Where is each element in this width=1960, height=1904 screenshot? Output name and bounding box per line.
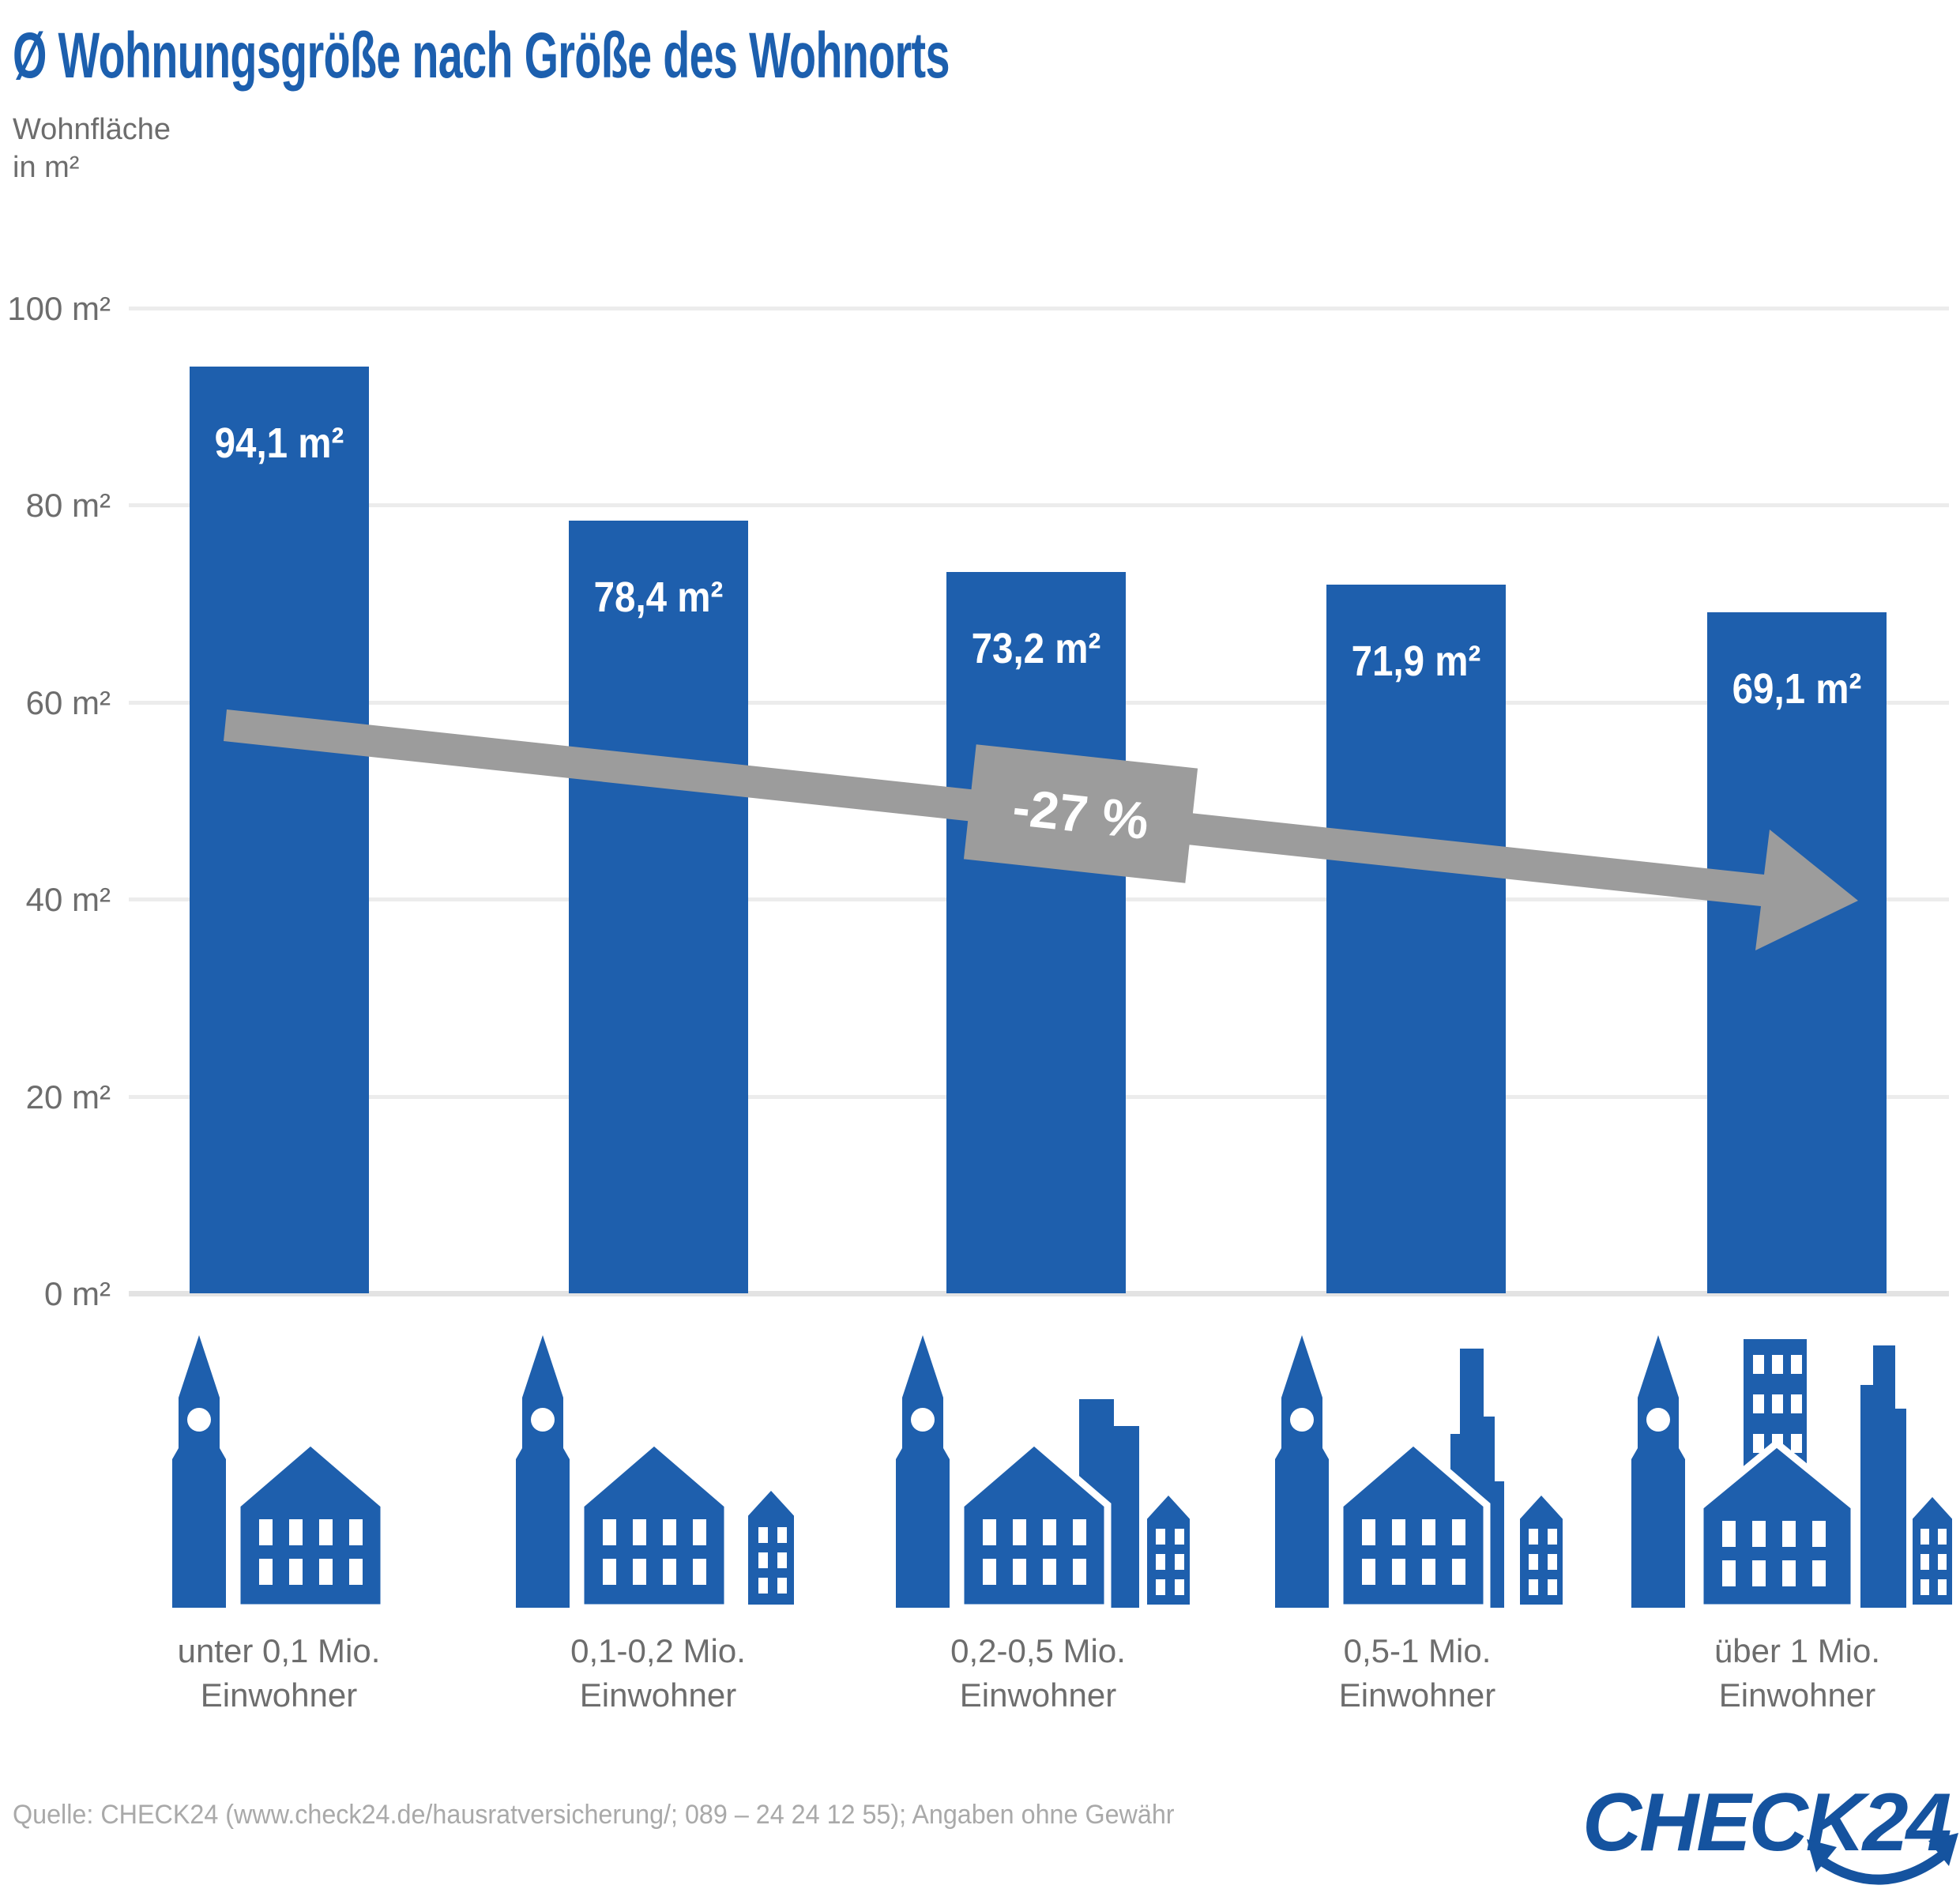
category-label-line2: Einwohner xyxy=(1338,1676,1496,1714)
category-label-line2: Einwohner xyxy=(1718,1676,1876,1714)
clock-tower-icon xyxy=(1631,1335,1685,1608)
y-tick-60: 60 m² xyxy=(25,684,111,721)
bar-ueber-1-mio: 69,1 m² xyxy=(1707,612,1887,1293)
bar-value-label: 73,2 m² xyxy=(971,625,1101,672)
y-axis-unit-label: Wohnfläche in m² xyxy=(13,111,171,186)
source-text: Quelle: CHECK24 (www.check24.de/hausratv… xyxy=(13,1800,1175,1830)
category-label-3: 0,2-0,5 Mio. Einwohner xyxy=(848,1629,1228,1718)
tower-clock-icon xyxy=(1646,1408,1670,1432)
y-tick-80: 80 m² xyxy=(25,487,111,524)
bar-0-2-0-5-mio: 73,2 m² xyxy=(946,572,1126,1293)
gridline-100 xyxy=(129,307,1949,310)
bar-value-label: 94,1 m² xyxy=(214,420,344,467)
category-label-line2: Einwohner xyxy=(579,1676,737,1714)
category-label-line1: über 1 Mio. xyxy=(1714,1632,1881,1669)
logo-text: CHECK24 xyxy=(1582,1777,1951,1868)
y-axis-unit-line2: in m² xyxy=(13,151,80,184)
bar-0-5-1-mio: 71,9 m² xyxy=(1326,585,1506,1293)
category-label-5: über 1 Mio. Einwohner xyxy=(1608,1629,1960,1718)
gridline-80 xyxy=(129,503,1949,507)
clock-tower-icon xyxy=(516,1335,570,1608)
clock-tower-icon xyxy=(896,1335,950,1608)
small-house-icon xyxy=(1141,1486,1196,1608)
house-icon xyxy=(1696,1439,1858,1608)
y-tick-40: 40 m² xyxy=(25,881,111,918)
small-house-icon xyxy=(742,1481,800,1608)
category-label-line2: Einwohner xyxy=(200,1676,358,1714)
house-icon xyxy=(957,1437,1112,1608)
city-icon xyxy=(896,1335,1196,1608)
house-icon xyxy=(233,1437,388,1608)
check24-logo: CHECK24 xyxy=(1582,1777,1958,1885)
tower-clock-icon xyxy=(1290,1408,1314,1432)
tower-clock-icon xyxy=(911,1408,935,1432)
house-icon xyxy=(577,1437,732,1608)
category-label-1: unter 0,1 Mio. Einwohner xyxy=(89,1629,468,1718)
gridline-0 xyxy=(129,1291,1949,1296)
house-icon xyxy=(1336,1437,1491,1608)
page-title: Ø Wohnungsgröße nach Größe des Wohnorts xyxy=(13,20,950,92)
bar-0-1-0-2-mio: 78,4 m² xyxy=(569,521,748,1293)
category-label-line1: 0,1-0,2 Mio. xyxy=(570,1632,746,1669)
tower-block-icon xyxy=(1111,1426,1139,1608)
logo-smile-icon xyxy=(1807,1833,1958,1885)
category-label-line1: 0,5-1 Mio. xyxy=(1343,1632,1492,1669)
category-label-line2: Einwohner xyxy=(959,1676,1117,1714)
small-house-icon xyxy=(1514,1486,1569,1608)
y-tick-0: 0 m² xyxy=(44,1275,111,1312)
town-icon xyxy=(516,1335,800,1608)
trend-annotation-box xyxy=(963,744,1198,883)
tower-clock-icon xyxy=(187,1408,211,1432)
bar-value-label: 69,1 m² xyxy=(1732,665,1862,713)
village-icon xyxy=(172,1335,388,1608)
tower-clock-icon xyxy=(531,1408,555,1432)
big-city-icon xyxy=(1275,1335,1569,1608)
category-label-line1: unter 0,1 Mio. xyxy=(177,1632,381,1669)
clock-tower-icon xyxy=(1275,1335,1329,1608)
y-tick-100: 100 m² xyxy=(7,290,111,327)
y-tick-20: 20 m² xyxy=(25,1078,111,1116)
category-label-4: 0,5-1 Mio. Einwohner xyxy=(1228,1629,1607,1718)
category-label-2: 0,1-0,2 Mio. Einwohner xyxy=(468,1629,848,1718)
clock-tower-icon xyxy=(172,1335,226,1608)
skyscraper-icon xyxy=(1860,1345,1906,1608)
metropolis-icon xyxy=(1631,1335,1957,1608)
small-house-icon xyxy=(1906,1488,1957,1608)
category-label-line1: 0,2-0,5 Mio. xyxy=(950,1632,1126,1669)
bar-value-label: 78,4 m² xyxy=(593,574,724,621)
bar-value-label: 71,9 m² xyxy=(1351,638,1481,685)
bar-unter-0-1-mio: 94,1 m² xyxy=(190,367,369,1293)
y-axis-unit-line1: Wohnfläche xyxy=(13,113,171,146)
trend-arrow-shape xyxy=(224,709,1858,950)
